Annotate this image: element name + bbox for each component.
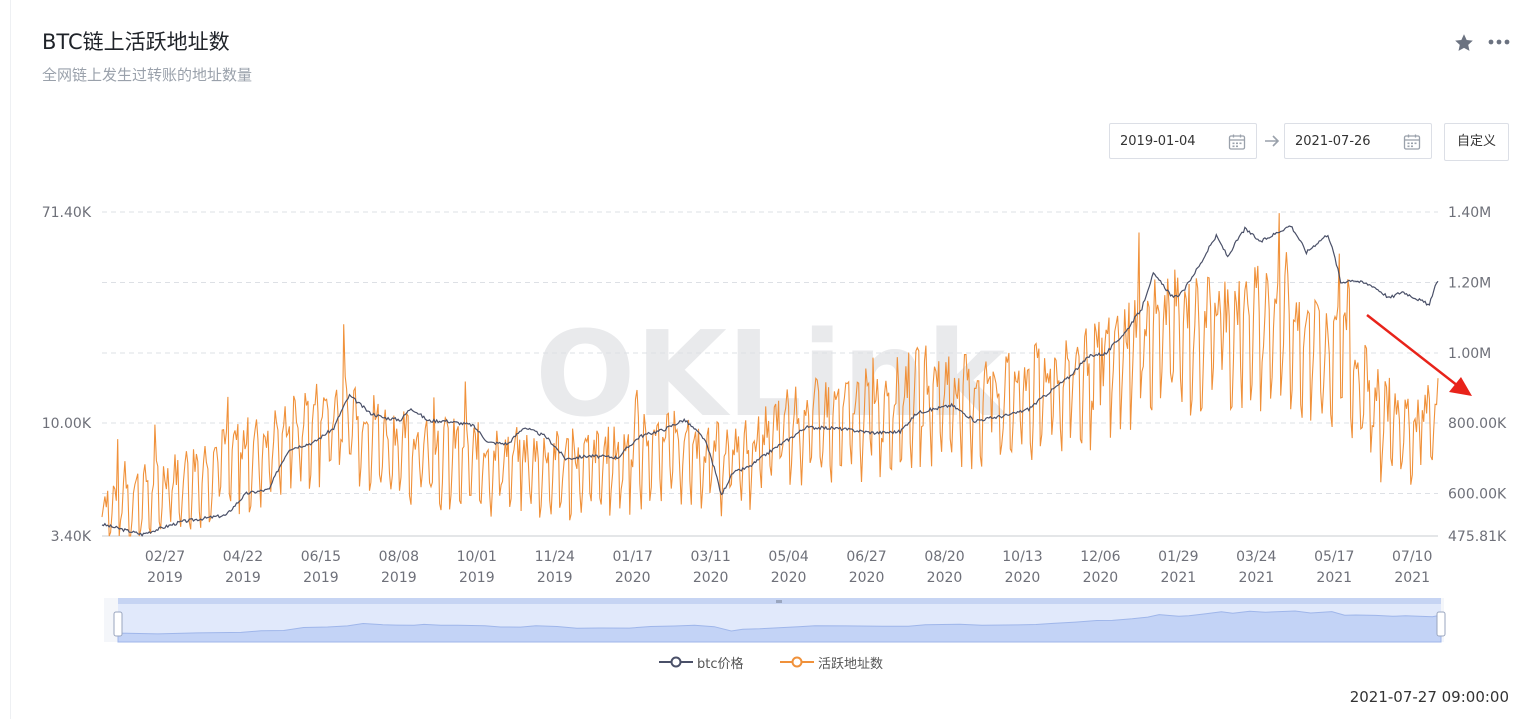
btc-price-line [101, 225, 1439, 537]
x-axis-tick-label: 08/20 [924, 549, 964, 565]
x-axis-tick-label: 2021 [1316, 570, 1352, 586]
x-axis-tick-label: 06/27 [846, 549, 886, 565]
update-timestamp: 2021-07-27 09:00:00 [1349, 688, 1509, 706]
x-axis-tick-label: 04/22 [223, 549, 263, 565]
calendar-icon [1228, 134, 1246, 150]
right-axis-tick-label: 1.00M [1448, 346, 1491, 362]
zoom-handle-left[interactable] [113, 611, 123, 637]
x-axis-tick-label: 10/01 [457, 549, 497, 565]
x-axis-tick-label: 2019 [537, 570, 573, 586]
left-axis-tick-label: 10.00K [42, 416, 92, 432]
line-marker-icon [780, 656, 814, 668]
left-axis-tick-label: 3.40K [51, 529, 92, 545]
panel-left-border [10, 0, 11, 719]
line-marker-icon [659, 656, 693, 668]
zoom-drag-grip [776, 600, 782, 603]
start-date-value: 2019-01-04 [1120, 134, 1196, 149]
x-axis-tick-label: 2019 [303, 570, 339, 586]
watermark-text: OKLink [535, 305, 1007, 443]
end-date-picker[interactable]: 2021-07-26 [1284, 123, 1432, 159]
more-options-icon[interactable] [1487, 32, 1511, 52]
favorite-star-icon[interactable] [1453, 32, 1475, 54]
x-axis-tick-label: 11/24 [535, 549, 575, 565]
right-axis-tick-label: 475.81K [1448, 529, 1507, 545]
chart-legend: btc价格 活跃地址数 [0, 652, 1538, 672]
x-axis-tick-label: 02/27 [145, 549, 185, 565]
arrow-right-icon [1265, 135, 1280, 147]
custom-range-button[interactable]: 自定义 [1444, 123, 1509, 161]
x-axis-tick-label: 10/13 [1002, 549, 1042, 565]
x-axis-tick-label: 2021 [1161, 570, 1197, 586]
x-axis-tick-label: 2020 [771, 570, 807, 586]
start-date-picker[interactable]: 2019-01-04 [1109, 123, 1257, 159]
x-axis-tick-label: 2020 [693, 570, 729, 586]
x-axis-tick-label: 08/08 [379, 549, 419, 565]
x-axis-tick-label: 05/04 [768, 549, 808, 565]
x-axis-tick-label: 2019 [225, 570, 261, 586]
x-axis-tick-label: 2020 [615, 570, 651, 586]
x-axis-tick-label: 2020 [927, 570, 963, 586]
x-axis-tick-label: 05/17 [1314, 549, 1354, 565]
right-axis-tick-label: 1.40M [1448, 205, 1491, 221]
legend-label-price: btc价格 [697, 657, 744, 672]
x-axis-tick-label: 06/15 [301, 549, 341, 565]
x-axis-tick-label: 03/11 [690, 549, 730, 565]
active-address-line [101, 213, 1439, 537]
annotation-arrow-line [1366, 314, 1459, 387]
legend-label-active: 活跃地址数 [818, 657, 884, 672]
x-axis-tick-label: 2019 [459, 570, 495, 586]
left-axis-tick-label: 71.40K [42, 205, 92, 221]
x-axis-tick-label: 01/29 [1158, 549, 1198, 565]
x-axis-tick-label: 2020 [1083, 570, 1119, 586]
right-axis-tick-label: 1.20M [1448, 276, 1491, 292]
x-axis-tick-label: 2019 [147, 570, 183, 586]
x-axis-tick-label: 07/10 [1392, 549, 1432, 565]
right-axis-tick-label: 800.00K [1448, 416, 1507, 432]
page-subtitle: 全网链上发生过转账的地址数量 [42, 66, 253, 84]
zoom-preview-area [117, 610, 1442, 643]
x-axis-tick-label: 2021 [1238, 570, 1274, 586]
calendar-icon [1403, 134, 1421, 150]
zoom-handle-right[interactable] [1436, 611, 1446, 637]
annotation-arrow-head [1449, 377, 1472, 396]
x-axis-tick-label: 2020 [1005, 570, 1041, 586]
x-axis-tick-label: 01/17 [613, 549, 653, 565]
x-axis-tick-label: 2021 [1394, 570, 1430, 586]
x-axis-tick-label: 2019 [381, 570, 417, 586]
end-date-value: 2021-07-26 [1295, 134, 1371, 149]
x-axis-tick-label: 2020 [849, 570, 885, 586]
x-axis-tick-label: 03/24 [1236, 549, 1276, 565]
page-title: BTC链上活跃地址数 [42, 30, 230, 54]
x-axis-tick-label: 12/06 [1080, 549, 1120, 565]
right-axis-tick-label: 600.00K [1448, 487, 1507, 503]
